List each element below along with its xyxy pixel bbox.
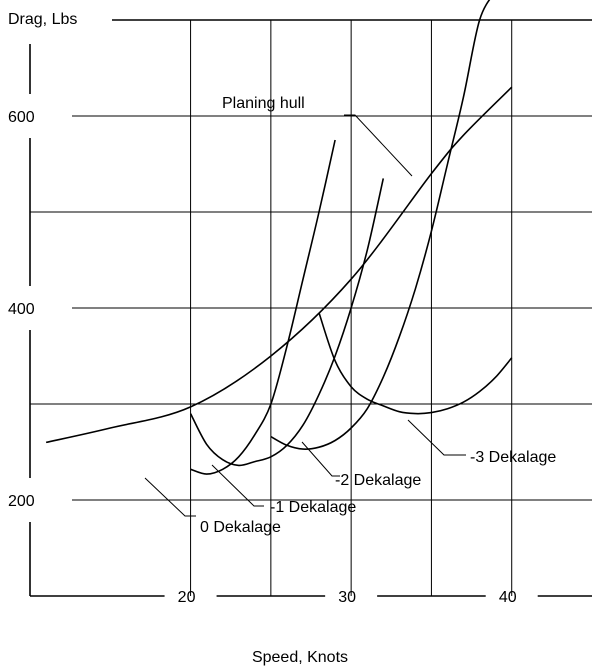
point-0-dekalage-7 (302, 278, 304, 280)
point-planing-hull-7 (511, 86, 513, 88)
series-line-planing-hull (45, 86, 513, 444)
point-3-dekalage-2 (350, 386, 352, 388)
point-3-dekalage-4 (382, 405, 384, 407)
point-2-dekalage-8 (398, 336, 400, 338)
point-2-dekalage-2 (302, 448, 304, 450)
point-2-dekalage-11 (446, 163, 448, 165)
point-1-dekalage-12 (382, 177, 384, 179)
point-3-dekalage-1 (334, 360, 336, 362)
point-2-dekalage-12 (462, 96, 464, 98)
point-0-dekalage-6 (286, 345, 288, 347)
point-2-dekalage-10 (430, 230, 432, 232)
series-line-1-dekalage (189, 178, 385, 467)
x-tick-label-30: 30 (338, 589, 356, 606)
annotation-2-dekalage: -2 Dekalage (335, 472, 421, 489)
point-1-dekalage-1 (205, 443, 207, 445)
axes (29, 19, 592, 597)
labels: 20 30 40 200 400 600 Drag, Lbs Speed, Knots Plan… (8, 11, 556, 666)
annotation-3-dekalage: -3 Dekalage (470, 449, 556, 466)
annotation-1-dekalage: -1 Dekalage (270, 499, 356, 516)
point-planing-hull-2 (189, 406, 191, 408)
y-tick-label-200: 200 (8, 493, 35, 510)
point-1-dekalage-0 (189, 412, 191, 414)
point-3-dekalage-3 (366, 398, 368, 400)
series-line-2-dekalage (270, 0, 491, 450)
point-3-dekalage-10 (478, 390, 480, 392)
point-3-dekalage-12 (511, 357, 513, 359)
point-2-dekalage-3 (318, 446, 320, 448)
point-planing-hull-3 (270, 355, 272, 357)
point-2-dekalage-9 (414, 288, 416, 290)
series-line-3-dekalage (318, 312, 513, 415)
point-3-dekalage-0 (318, 312, 320, 314)
point-3-dekalage-6 (414, 412, 416, 414)
point-0-dekalage-9 (334, 139, 336, 141)
point-3-dekalage-7 (430, 411, 432, 413)
y-tick-label-600: 600 (8, 109, 35, 126)
point-0-dekalage-1 (205, 473, 207, 475)
point-0-dekalage-0 (189, 468, 191, 470)
point-1-dekalage-3 (238, 464, 240, 466)
y-axis-title: Drag, Lbs (8, 11, 77, 28)
point-planing-hull-4 (350, 278, 352, 280)
annotation-leaders (144, 114, 466, 517)
point-2-dekalage-6 (366, 408, 368, 410)
point-planing-hull-6 (462, 134, 464, 136)
point-3-dekalage-5 (398, 410, 400, 412)
point-1-dekalage-4 (254, 460, 256, 462)
x-tick-label-40: 40 (499, 589, 517, 606)
point-0-dekalage-4 (254, 434, 256, 436)
leader-2-dekalage (301, 441, 340, 477)
annotation-0-dekalage: 0 Dekalage (200, 519, 281, 536)
leader-0-dekalage (144, 477, 196, 517)
point-1-dekalage-5 (270, 456, 272, 458)
point-0-dekalage-8 (318, 211, 320, 213)
y-tick-label-400: 400 (8, 301, 35, 318)
series-group (45, 0, 513, 475)
point-0-dekalage-3 (238, 456, 240, 458)
point-1-dekalage-10 (350, 307, 352, 309)
point-1-dekalage-7 (302, 424, 304, 426)
point-2-dekalage-0 (270, 435, 272, 437)
grid (30, 20, 592, 596)
point-1-dekalage-8 (318, 393, 320, 395)
point-planing-hull-1 (109, 427, 111, 429)
leader-planing-hull (344, 114, 413, 177)
point-1-dekalage-2 (221, 458, 223, 460)
leader-3-dekalage (407, 419, 466, 456)
point-0-dekalage-5 (270, 403, 272, 405)
point-planing-hull-0 (45, 441, 47, 443)
x-axis-title: Speed, Knots (252, 649, 348, 666)
point-3-dekalage-9 (462, 401, 464, 403)
point-3-dekalage-11 (494, 376, 496, 378)
point-2-dekalage-4 (334, 439, 336, 441)
point-2-dekalage-7 (382, 376, 384, 378)
leader-1-dekalage (211, 464, 264, 507)
point-planing-hull-5 (430, 172, 432, 174)
point-2-dekalage-13 (478, 19, 480, 21)
point-3-dekalage-8 (446, 408, 448, 410)
annotation-planing-hull: Planing hull (222, 95, 305, 112)
series-line-0-dekalage (190, 139, 336, 475)
point-2-dekalage-5 (350, 427, 352, 429)
x-tick-label-20: 20 (178, 589, 196, 606)
point-1-dekalage-11 (366, 249, 368, 251)
point-0-dekalage-2 (221, 468, 223, 470)
point-2-dekalage-1 (286, 444, 288, 446)
